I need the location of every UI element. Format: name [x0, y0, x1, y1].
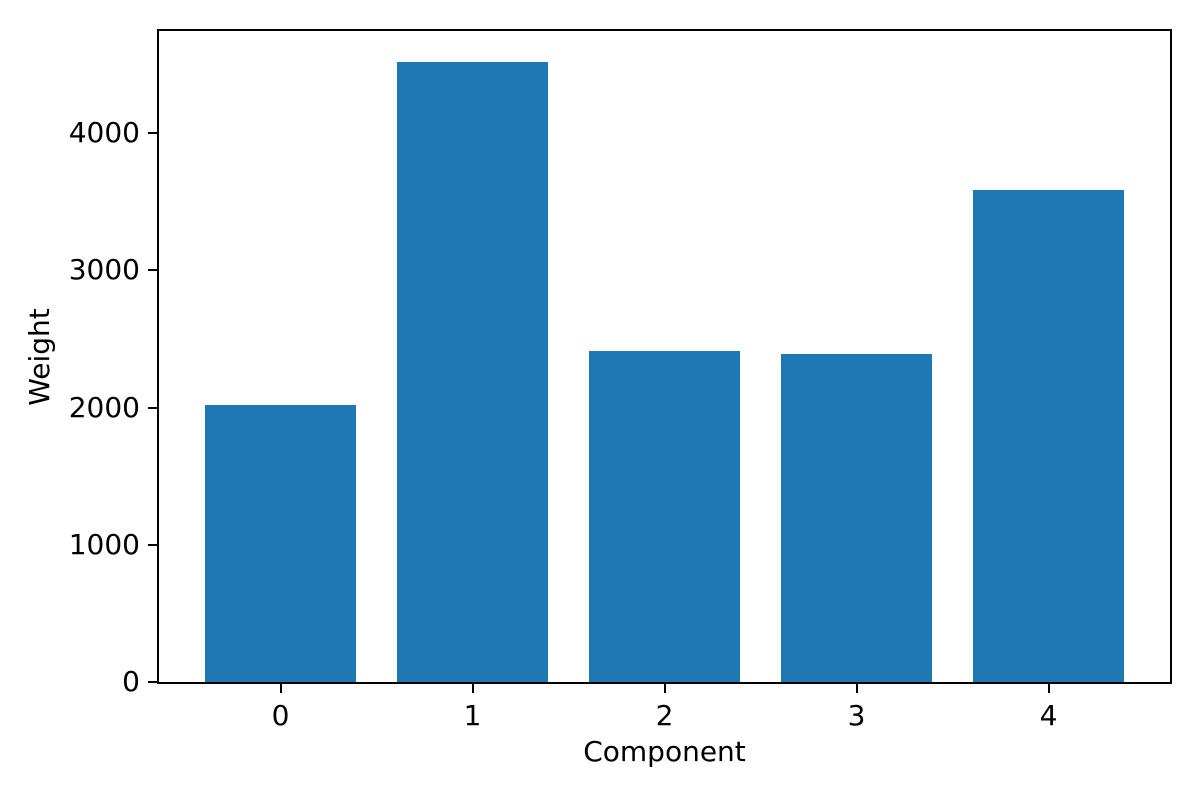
x-tick-mark-0 [279, 683, 282, 693]
x-tick-label-2: 2 [655, 699, 674, 732]
y-tick-label-4000: 4000 [68, 116, 140, 150]
x-tick-mark-1 [471, 683, 474, 693]
bar-4 [973, 189, 1124, 682]
x-tick-label-4: 4 [1039, 699, 1058, 732]
x-tick-mark-2 [663, 683, 666, 693]
y-tick-mark-4000 [148, 132, 158, 135]
x-tick-label-1: 1 [463, 699, 482, 732]
bar-1 [397, 62, 548, 682]
y-tick-mark-0 [148, 681, 158, 683]
y-tick-label-3000: 3000 [68, 253, 140, 287]
bar-3 [781, 354, 932, 682]
x-tick-mark-4 [1047, 683, 1050, 693]
x-tick-label-3: 3 [847, 699, 866, 732]
x-tick-label-0: 0 [271, 699, 290, 732]
bar-2 [589, 350, 740, 682]
y-axis-label: Weight [23, 307, 56, 406]
y-tick-mark-2000 [148, 406, 158, 409]
y-tick-mark-1000 [148, 543, 158, 546]
plot-area [157, 29, 1172, 684]
y-tick-label-0: 0 [122, 665, 140, 698]
y-tick-label-2000: 2000 [68, 390, 140, 424]
x-axis-label: Component [583, 735, 746, 768]
y-tick-label-1000: 1000 [68, 527, 140, 561]
x-tick-mark-3 [855, 683, 858, 693]
y-tick-mark-3000 [148, 269, 158, 272]
bar-0 [205, 404, 356, 682]
